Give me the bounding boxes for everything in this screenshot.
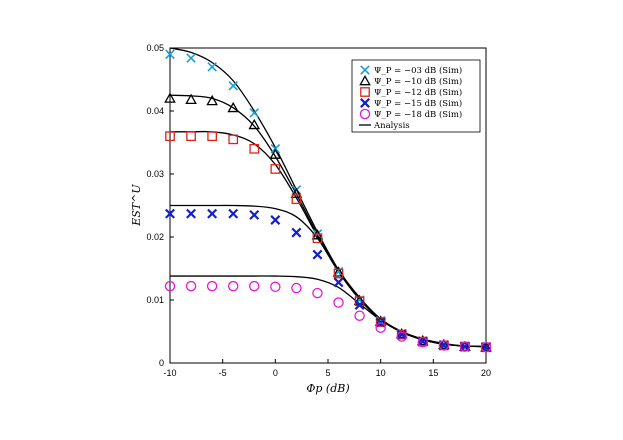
analysis-curves (169, 47, 487, 348)
sim-point-1 (227, 101, 240, 113)
y-tick-label: 0.03 (146, 169, 164, 179)
sim-point-3 (291, 227, 302, 238)
sim-point-3 (481, 342, 491, 353)
sim-point-1 (290, 187, 303, 198)
y-tick-label: 0.02 (146, 232, 164, 242)
sim-point-2 (165, 131, 175, 142)
sim-point-3 (165, 208, 175, 219)
sim-point-4 (459, 341, 471, 352)
sim-point-2 (186, 131, 196, 142)
legend-label-analysis: Analysis (373, 121, 410, 131)
sim-point-4 (185, 280, 197, 292)
sim-point-3 (270, 215, 281, 225)
x-axis-label: Φp (dB) (306, 382, 349, 395)
sim-point-2 (270, 164, 281, 174)
x-tick-label: 20 (481, 368, 491, 378)
sim-point-0 (228, 81, 238, 91)
y-tick-label: 0.04 (146, 106, 164, 116)
sim-point-2 (312, 233, 323, 244)
sim-point-0 (207, 62, 217, 72)
sim-point-3 (186, 208, 197, 219)
sim-point-3 (312, 249, 323, 260)
sim-point-3 (459, 341, 470, 352)
sim-point-0 (165, 49, 175, 60)
sim-point-1 (164, 92, 176, 103)
x-tick-label: 15 (428, 368, 438, 378)
sim-point-4 (375, 322, 386, 333)
simulation-markers (164, 49, 492, 353)
legend-marker-1 (359, 74, 371, 86)
sim-point-2 (291, 194, 302, 205)
sim-point-4 (438, 340, 450, 351)
sim-point-3 (354, 300, 365, 311)
legend-marker-3 (360, 98, 370, 108)
x-tick-label: -5 (219, 368, 227, 378)
legend-marker-0 (360, 65, 370, 75)
sim-point-1 (269, 148, 282, 159)
legend-marker-2 (360, 87, 370, 97)
sim-point-1 (248, 118, 261, 130)
legend-label-0: Ψ_P = −03 dB (Sim) (374, 65, 462, 76)
sim-point-4 (249, 280, 260, 292)
sim-point-2 (375, 317, 386, 327)
legend: Ψ_P = −03 dB (Sim)Ψ_P = −10 dB (Sim)Ψ_P … (351, 59, 481, 133)
legend-label-2: Ψ_P = −12 dB (Sim) (374, 87, 462, 98)
legend-label-3: Ψ_P = −15 dB (Sim) (374, 98, 462, 109)
sim-point-4 (164, 280, 176, 292)
sim-point-2 (207, 131, 217, 142)
sim-point-3 (249, 209, 260, 220)
sim-point-1 (332, 266, 345, 277)
sim-point-0 (249, 108, 260, 118)
y-tick-label: 0.05 (146, 43, 164, 53)
sim-point-3 (228, 208, 239, 219)
y-axis-label: EST^U (130, 184, 143, 227)
sim-point-2 (249, 143, 260, 154)
analysis-line-0 (169, 47, 487, 348)
sim-point-4 (480, 341, 492, 353)
sim-point-0 (186, 53, 196, 63)
analysis-line-4 (169, 275, 487, 348)
sim-point-3 (207, 208, 218, 219)
y-tick-label: 0 (159, 358, 164, 368)
legend-label-4: Ψ_P = −18 dB (Sim) (374, 109, 462, 120)
x-tick-label: 10 (376, 368, 386, 378)
y-tick-label: 0.01 (146, 295, 164, 305)
legend-marker-4 (359, 108, 371, 120)
x-tick-label: 0 (273, 368, 278, 378)
sim-point-4 (333, 297, 344, 308)
legend-box (351, 59, 481, 133)
sim-point-1 (185, 93, 197, 105)
sim-point-4 (270, 281, 281, 293)
sim-point-3 (438, 340, 449, 351)
sim-point-4 (312, 287, 323, 299)
x-tick-label: -10 (163, 368, 176, 378)
sim-point-4 (291, 282, 302, 294)
sim-point-4 (206, 280, 218, 292)
legend-label-1: Ψ_P = −10 dB (Sim) (374, 76, 462, 87)
sim-point-3 (396, 329, 407, 340)
sim-point-4 (354, 310, 365, 321)
sim-point-2 (333, 268, 344, 279)
x-tick-label: 5 (325, 368, 330, 378)
axes: -10 -5 0 5 10 15 20 0 0.01 0.02 0.03 0.04 0.05 (146, 43, 491, 378)
sim-point-1 (206, 94, 218, 106)
sim-point-4 (396, 331, 407, 342)
sim-point-4 (417, 336, 429, 348)
sim-point-2 (228, 134, 239, 145)
sim-point-3 (333, 277, 344, 288)
sim-point-4 (227, 280, 239, 292)
